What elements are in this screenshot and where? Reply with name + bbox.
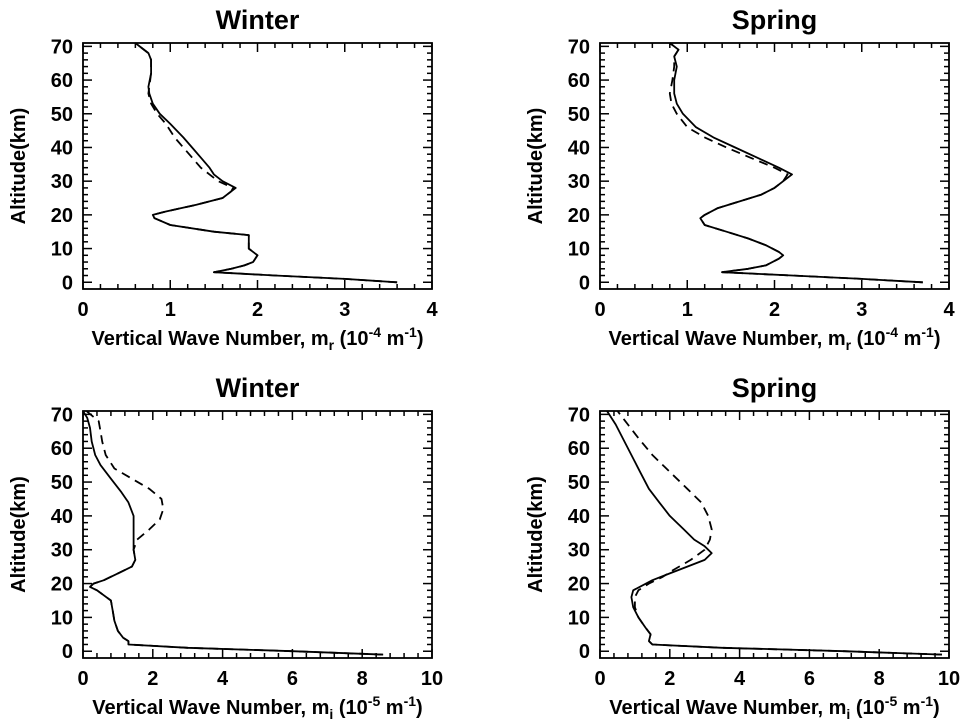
y-tick-label: 50 (51, 104, 73, 126)
y-tick-label: 50 (51, 472, 73, 494)
series-line-dashed (85, 410, 384, 656)
chart-panel-1: 0 1 2 3 4010203040506070WinterAltitude(km)Ve… (8, 5, 438, 353)
x-tick-label: 4 (217, 668, 229, 690)
series-line-solid (606, 410, 943, 656)
x-tick-label: 2 (664, 668, 675, 690)
y-tick-label: 30 (51, 171, 73, 193)
y-tick-label: 60 (568, 70, 590, 92)
y-tick-label: 40 (51, 137, 73, 159)
y-axis-label: Altitude(km) (8, 476, 30, 593)
plot-frame (599, 410, 950, 659)
x-tick-label: 4 (426, 299, 438, 321)
x-tick-label: 0 (594, 668, 605, 690)
y-tick-label: 40 (51, 506, 73, 528)
y-tick-label: 10 (568, 607, 590, 629)
y-tick-label: 60 (51, 438, 73, 460)
chart-title: Winter (216, 5, 300, 35)
series-line-dashed (668, 42, 923, 284)
y-tick-label: 60 (568, 438, 590, 460)
y-tick-label: 10 (51, 239, 73, 261)
x-tick-label: 1 (165, 299, 176, 321)
chart-panel-4: 0 2 4 6 8 10 0 10 20 30 40 50 60 70 Spring Altitude(km)… (525, 373, 960, 722)
x-tick-label: 2 (769, 299, 780, 321)
y-axis-label: Altitude(km) (525, 476, 547, 593)
series-line-dashed (134, 42, 398, 284)
y-tick-label: 20 (51, 574, 73, 596)
y-tick-label: 20 (568, 205, 590, 227)
chart-title: Spring (732, 373, 818, 403)
plot-frame (82, 42, 433, 290)
plot-frame (82, 410, 433, 659)
chart-panel-2: 0 1 2 3 4010203040506070SpringAltitude(km)Ve… (525, 5, 955, 353)
y-tick-label: 40 (568, 506, 590, 528)
x-tick-label: 6 (804, 668, 815, 690)
y-axis-label: Altitude(km) (8, 108, 30, 225)
x-tick-label: 4 (734, 668, 746, 690)
x-axis-label: Vertical Wave Number, mr (10-4 m-1) (92, 324, 424, 353)
x-tick-label: 3 (339, 299, 350, 321)
y-tick-label: 20 (51, 205, 73, 227)
y-tick-label: 0 (579, 272, 590, 294)
y-tick-label: 60 (51, 70, 73, 92)
x-tick-label: 2 (147, 668, 158, 690)
y-tick-label: 0 (62, 272, 73, 294)
x-tick-label: 0 (77, 299, 88, 321)
chart-title: Winter (216, 373, 300, 403)
x-tick-label: 8 (874, 668, 885, 690)
x-tick-label: 10 (421, 668, 443, 690)
x-tick-label: 8 (357, 668, 368, 690)
chart-title: Spring (732, 5, 818, 35)
x-tick-label: 0 (594, 299, 605, 321)
y-tick-label: 40 (568, 137, 590, 159)
x-tick-label: 0 (77, 668, 88, 690)
y-tick-label: 10 (51, 607, 73, 629)
y-tick-label: 30 (568, 171, 590, 193)
y-tick-label: 70 (568, 36, 590, 58)
plot-frame (599, 42, 950, 290)
x-tick-label: 10 (938, 668, 960, 690)
x-axis-label: Vertical Wave Number, mr (10-4 m-1) (609, 324, 941, 353)
y-tick-label: 70 (51, 404, 73, 426)
x-tick-label: 2 (252, 299, 263, 321)
x-tick-label: 4 (943, 299, 955, 321)
y-tick-label: 70 (51, 36, 73, 58)
x-tick-label: 1 (682, 299, 693, 321)
series-line-dashed (616, 410, 943, 656)
y-tick-label: 30 (51, 540, 73, 562)
x-axis-label: Vertical Wave Number, mi (10-5 m-1) (609, 693, 939, 722)
x-axis-label: Vertical Wave Number, mi (10-5 m-1) (92, 693, 422, 722)
y-tick-label: 50 (568, 472, 590, 494)
series-line-solid (669, 42, 923, 284)
y-tick-label: 50 (568, 104, 590, 126)
x-tick-label: 3 (856, 299, 867, 321)
y-tick-label: 70 (568, 404, 590, 426)
series-line-solid (82, 410, 384, 656)
y-tick-label: 10 (568, 239, 590, 261)
y-tick-label: 20 (568, 574, 590, 596)
y-tick-label: 30 (568, 540, 590, 562)
y-tick-label: 0 (62, 641, 73, 663)
chart-panel-3: 0 2 4 6 8 10 0 10 20 30 40 50 60 70 Winter Altitude(km)… (8, 373, 443, 722)
series-line-solid (134, 42, 398, 284)
y-axis-label: Altitude(km) (525, 108, 547, 225)
x-tick-label: 6 (287, 668, 298, 690)
y-tick-label: 0 (579, 641, 590, 663)
